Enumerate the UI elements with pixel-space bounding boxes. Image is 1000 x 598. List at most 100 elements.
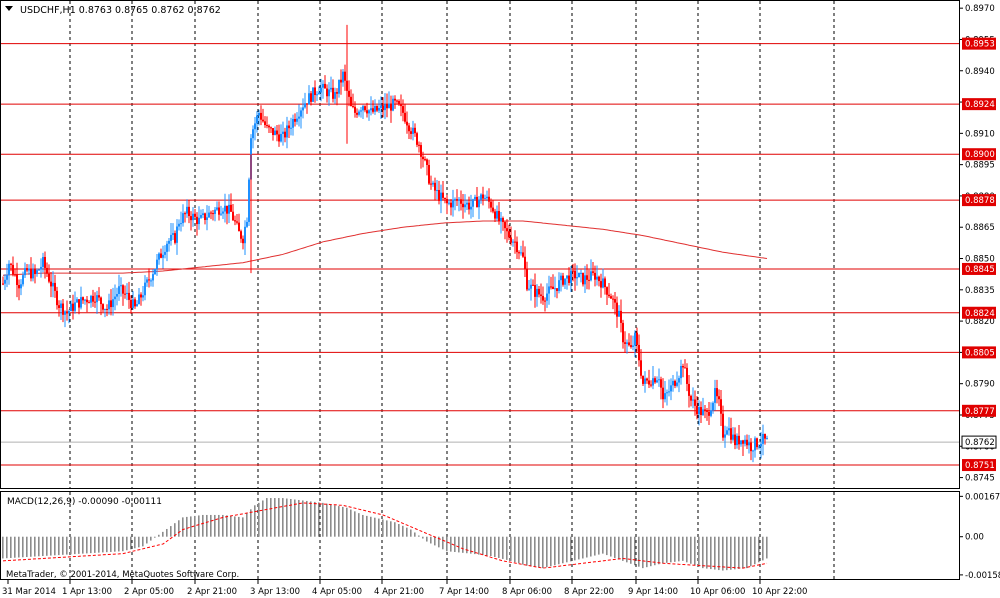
candle-body (216, 207, 218, 210)
macd-bar (362, 514, 364, 537)
macd-bar (494, 536, 496, 558)
candle-body (626, 342, 628, 344)
candle-body (96, 295, 98, 303)
candle-body (542, 295, 544, 301)
candle-body (312, 87, 314, 102)
level-tag-text: 0.8751 (965, 461, 995, 471)
macd-bar (534, 536, 536, 567)
candle-body (602, 278, 604, 288)
macd-bar (734, 536, 736, 570)
candle-body (176, 226, 178, 243)
candle-body (752, 450, 754, 452)
candle-body (596, 276, 598, 280)
y-tick-label: 0.8835 (965, 286, 995, 296)
macd-bar (354, 511, 356, 537)
macd-panel[interactable] (0, 491, 960, 580)
macd-bar (150, 536, 152, 541)
candle-body (422, 156, 424, 160)
candle-body (388, 103, 390, 109)
current-price-tag-box (961, 435, 997, 449)
macd-bar (266, 498, 268, 537)
candle-body (230, 204, 232, 212)
macd-signal-line (2, 502, 768, 569)
candle-body (676, 382, 678, 386)
candle-body (660, 379, 662, 388)
macd-bar (214, 514, 216, 537)
candle-body (202, 213, 204, 216)
candle-body (656, 380, 658, 383)
candle-body (8, 263, 10, 275)
candle-body (614, 299, 616, 303)
macd-bar (322, 502, 324, 537)
candle-body (344, 71, 346, 81)
candle-body (738, 435, 740, 445)
macd-bar (442, 536, 444, 550)
candle-body (668, 391, 670, 393)
macd-bar (282, 498, 284, 537)
level-tag-text: 0.8924 (965, 100, 995, 110)
x-tick-label: 1 Apr 13:00 (62, 587, 112, 597)
level-tag-text: 0.8900 (965, 150, 995, 160)
candle-body (354, 106, 356, 113)
candle-body (44, 256, 46, 268)
price-panel[interactable] (0, 0, 960, 489)
candle-body (726, 430, 728, 435)
macd-bar (438, 536, 440, 548)
price-panel-frame (0, 0, 960, 489)
macd-bar (78, 536, 80, 554)
macd-bar (598, 536, 600, 555)
y-tick-label: 0.8790 (965, 380, 995, 390)
candle-body (144, 282, 146, 296)
candle-body (740, 440, 742, 445)
macd-bar (550, 536, 552, 567)
candle-body (138, 294, 140, 305)
x-tick-label: 3 Apr 13:00 (250, 587, 300, 597)
macd-bar (602, 536, 604, 554)
candle-body (178, 223, 180, 227)
candle-body (418, 144, 420, 146)
candle-body (512, 241, 514, 243)
candle-body (194, 213, 196, 217)
candle-body (146, 279, 148, 283)
candle-body (106, 308, 108, 310)
level-tag (962, 37, 996, 50)
macd-bar (714, 536, 716, 570)
candle-body (258, 112, 260, 116)
candle-body (720, 399, 722, 414)
candle-body (294, 119, 296, 122)
candle-body (692, 399, 694, 401)
macd-bar (498, 536, 500, 558)
candle-body (732, 434, 734, 440)
candle-body (630, 345, 632, 347)
candle-body (470, 206, 472, 210)
chart-menu-arrow-icon[interactable] (5, 6, 13, 11)
macd-bar (194, 515, 196, 537)
macd-bar (258, 502, 260, 537)
current-price-tag: 0.8762 (961, 435, 997, 449)
candle-body (232, 211, 234, 221)
macd-bar (434, 536, 436, 546)
candle-body (666, 392, 668, 394)
candle-body (224, 205, 226, 212)
candle-body (610, 296, 612, 299)
macd-bar (122, 536, 124, 552)
level-tag (962, 306, 996, 319)
macd-bar (458, 536, 460, 553)
candle-body (748, 442, 750, 446)
candle-body (242, 238, 244, 244)
x-tick-label: 31 Mar 2014 (2, 587, 56, 597)
level-tag-text: 0.8878 (965, 196, 995, 206)
macd-bar (478, 536, 480, 555)
candle-body (126, 292, 128, 294)
macd-bar (146, 536, 148, 544)
candle-body (632, 345, 634, 347)
candle-body (580, 272, 582, 274)
macd-bar (46, 536, 48, 556)
macd-bar (138, 536, 140, 548)
macd-bar (294, 499, 296, 537)
candle-body (396, 100, 398, 102)
candle-body (210, 212, 212, 214)
macd-bar (30, 536, 32, 557)
candle-body (30, 268, 32, 279)
candle-body (308, 93, 310, 105)
